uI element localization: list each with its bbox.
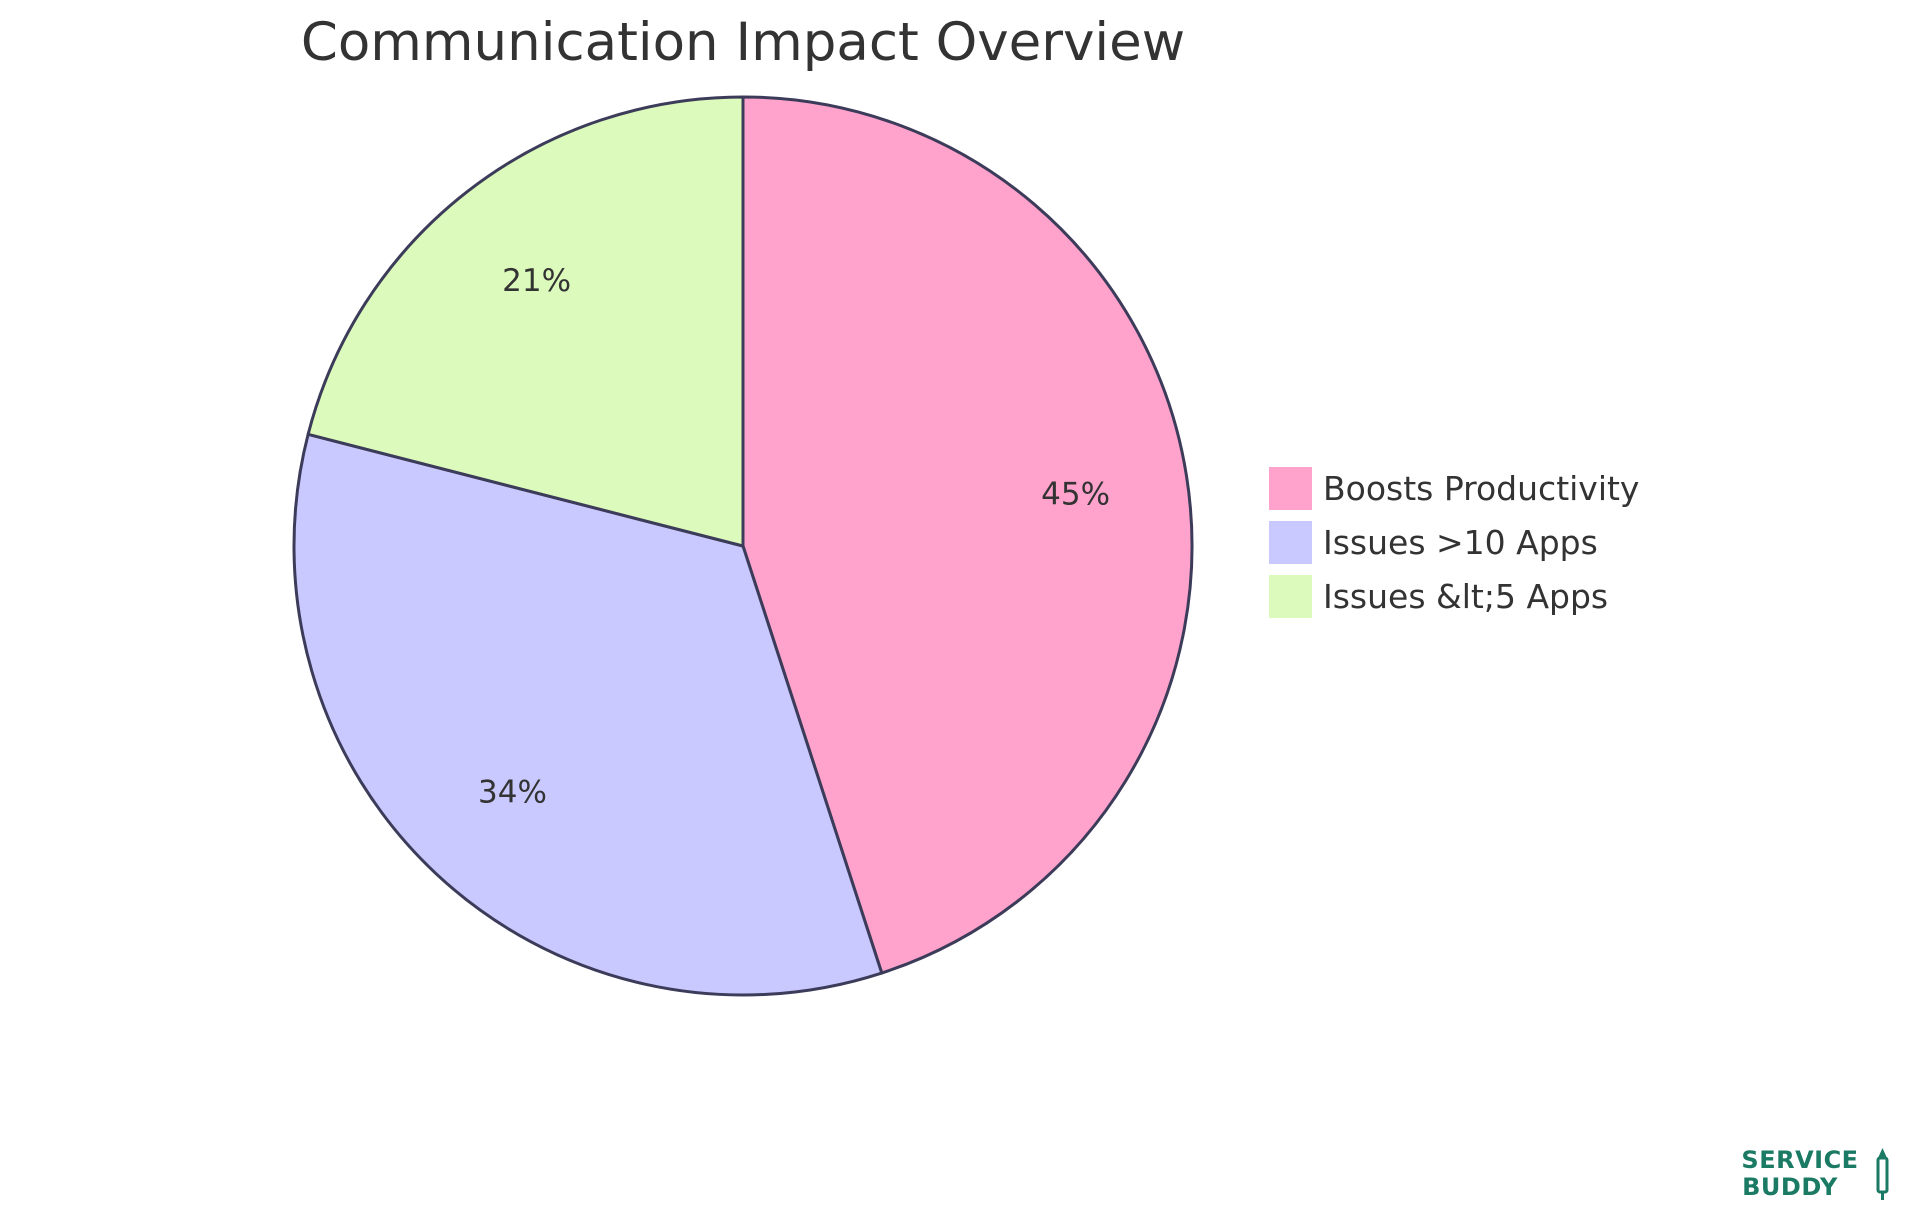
pie-slice-0	[741, 95, 1194, 975]
legend-label-0: Boosts Productivity	[1323, 469, 1639, 508]
legend-swatch-0	[1267, 465, 1314, 512]
pie-slice-1	[292, 432, 884, 997]
pie-slice-labels: 45% 34% 21%	[478, 263, 1110, 811]
slice-percent-label-1: 34%	[478, 774, 547, 810]
chart-title: Communication Impact Overview	[301, 12, 1185, 73]
logo-line-1: SERVICE	[1741, 1146, 1858, 1174]
legend-swatch-2	[1267, 573, 1314, 620]
legend-label-2: Issues &lt;5 Apps	[1323, 577, 1608, 616]
legend-swatch-1	[1267, 519, 1314, 566]
service-buddy-logo: SERVICE BUDDY	[1741, 1146, 1889, 1201]
legend-label-1: Issues >10 Apps	[1323, 523, 1598, 562]
legend: Boosts Productivity Issues >10 Apps Issues…	[1267, 465, 1639, 620]
logo-line-2: BUDDY	[1742, 1173, 1838, 1201]
slice-percent-label-0: 45%	[1041, 476, 1110, 512]
pie-slices	[292, 95, 1194, 997]
pie-slice-2	[306, 95, 745, 548]
slice-percent-label-2: 21%	[502, 263, 571, 299]
pencil-icon	[1876, 1148, 1889, 1200]
